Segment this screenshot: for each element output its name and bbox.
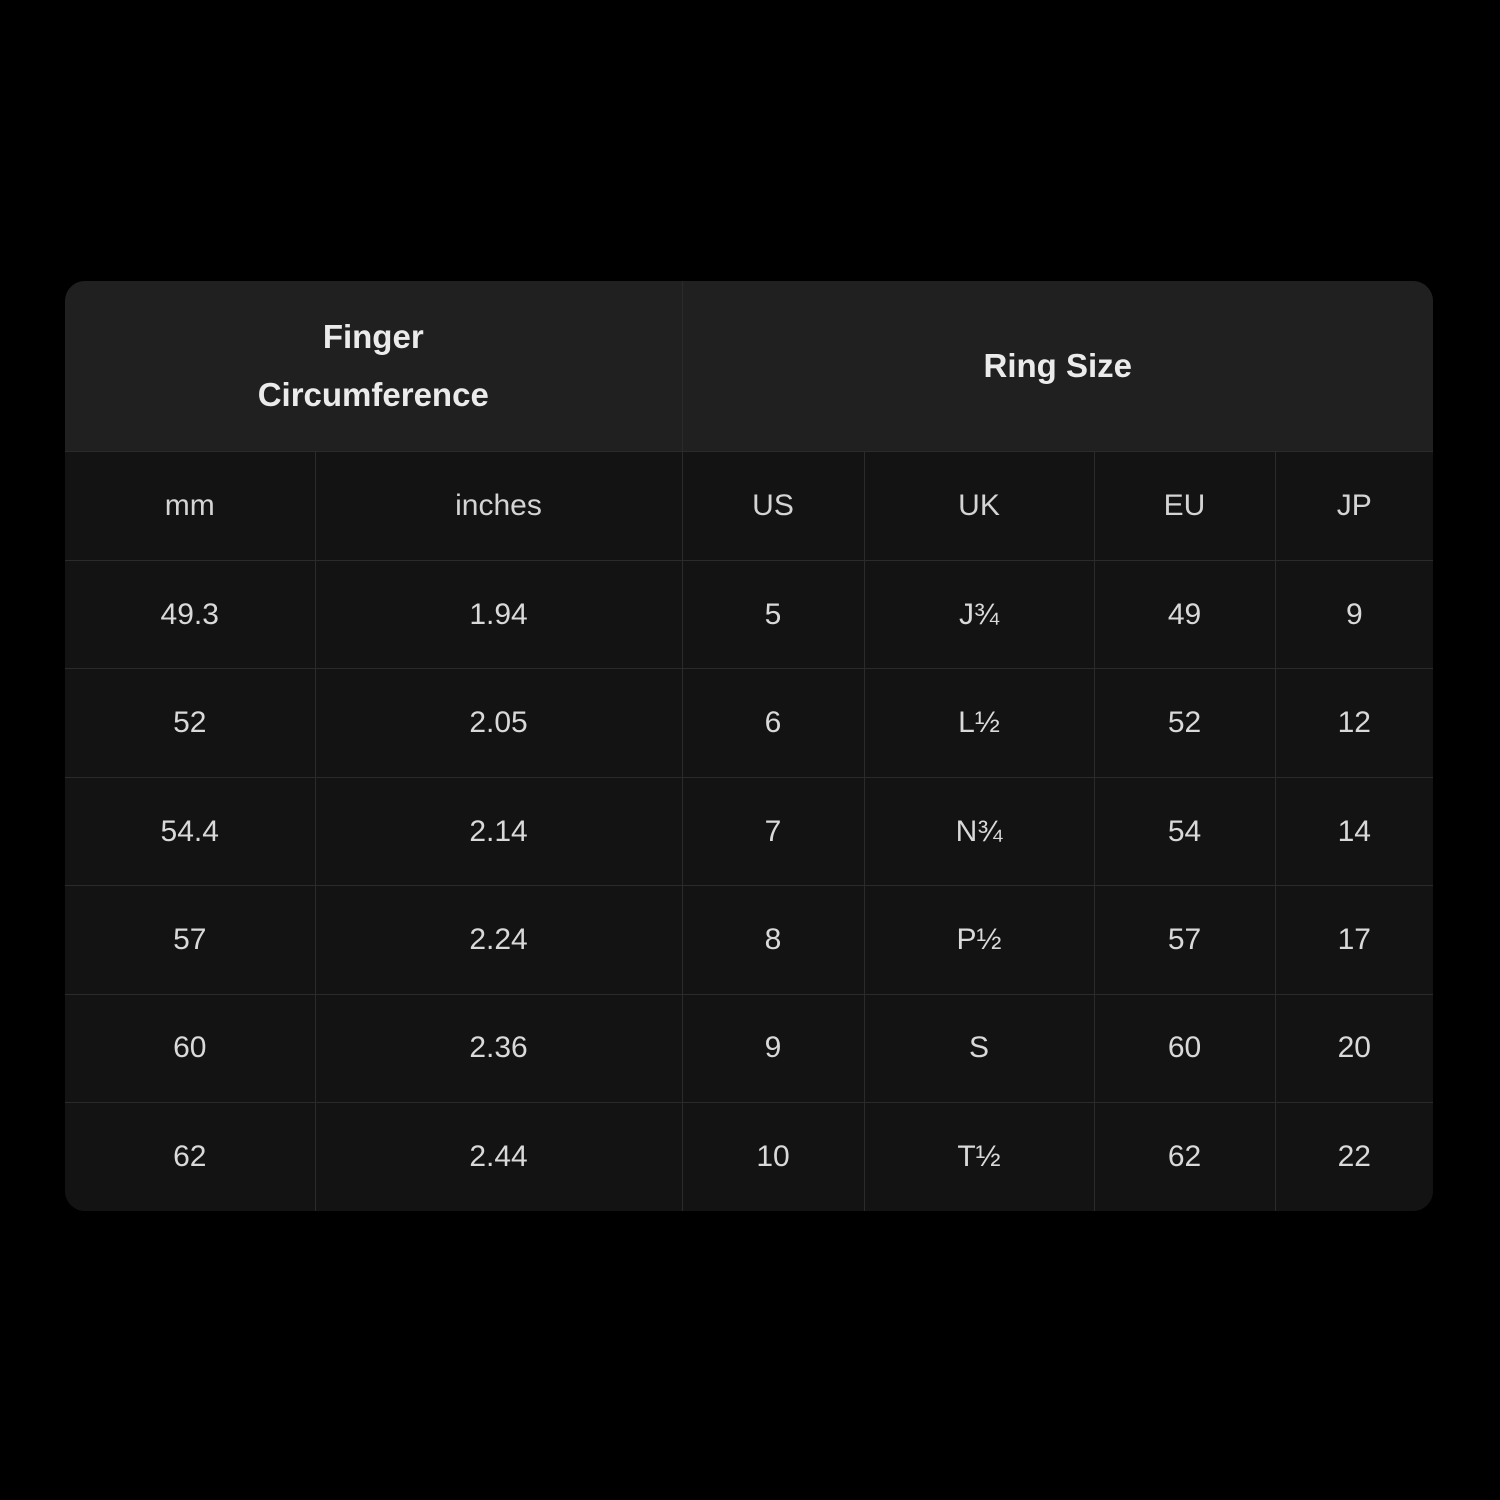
cell-uk: S (863, 993, 1095, 1103)
table-row: 62 2.44 10 T½ 62 22 (65, 1102, 1433, 1211)
cell-uk: L½ (863, 668, 1095, 778)
cell-eu: 52 (1093, 668, 1276, 778)
cell-mm: 62 (65, 1102, 315, 1211)
table-row: 49.3 1.94 5 J¾ 49 9 (65, 559, 1433, 669)
group-header-finger-circumference: Finger Circumference (65, 281, 683, 452)
cell-us: 10 (681, 1102, 865, 1211)
cell-mm: 57 (65, 885, 315, 995)
cell-jp: 14 (1274, 776, 1433, 886)
cell-eu: 54 (1093, 776, 1276, 886)
col-header-uk: UK (863, 451, 1095, 561)
cell-uk: J¾ (863, 559, 1095, 669)
cell-inches: 2.24 (314, 885, 683, 995)
cell-jp: 22 (1274, 1102, 1433, 1211)
cell-inches: 2.44 (314, 1102, 683, 1211)
cell-eu: 60 (1093, 993, 1276, 1103)
column-header-row: mm inches US UK EU JP (65, 451, 1433, 561)
cell-inches: 1.94 (314, 559, 683, 669)
cell-us: 5 (681, 559, 865, 669)
cell-jp: 17 (1274, 885, 1433, 995)
cell-eu: 49 (1093, 559, 1276, 669)
cell-uk: N¾ (863, 776, 1095, 886)
table-row: 60 2.36 9 S 60 20 (65, 993, 1433, 1103)
cell-us: 9 (681, 993, 865, 1103)
col-header-us: US (681, 451, 865, 561)
cell-jp: 9 (1274, 559, 1433, 669)
table-row: 52 2.05 6 L½ 52 12 (65, 668, 1433, 778)
cell-mm: 60 (65, 993, 315, 1103)
cell-mm: 52 (65, 668, 315, 778)
ring-size-table: Finger Circumference Ring Size mm inches… (65, 281, 1433, 1211)
group-header-row: Finger Circumference Ring Size (65, 281, 1433, 452)
cell-jp: 20 (1274, 993, 1433, 1103)
col-header-mm: mm (65, 451, 315, 561)
cell-eu: 57 (1093, 885, 1276, 995)
table-row: 54.4 2.14 7 N¾ 54 14 (65, 776, 1433, 886)
table-row: 57 2.24 8 P½ 57 17 (65, 885, 1433, 995)
cell-uk: P½ (863, 885, 1095, 995)
col-header-eu: EU (1093, 451, 1276, 561)
group-header-ring-size: Ring Size (681, 281, 1433, 452)
cell-inches: 2.14 (314, 776, 683, 886)
cell-inches: 2.05 (314, 668, 683, 778)
cell-mm: 49.3 (65, 559, 315, 669)
cell-us: 7 (681, 776, 865, 886)
cell-inches: 2.36 (314, 993, 683, 1103)
ring-size-chart-card: Finger Circumference Ring Size mm inches… (65, 281, 1433, 1211)
cell-uk: T½ (863, 1102, 1095, 1211)
cell-mm: 54.4 (65, 776, 315, 886)
cell-us: 8 (681, 885, 865, 995)
col-header-inches: inches (314, 451, 683, 561)
cell-jp: 12 (1274, 668, 1433, 778)
cell-us: 6 (681, 668, 865, 778)
cell-eu: 62 (1093, 1102, 1276, 1211)
col-header-jp: JP (1274, 451, 1433, 561)
